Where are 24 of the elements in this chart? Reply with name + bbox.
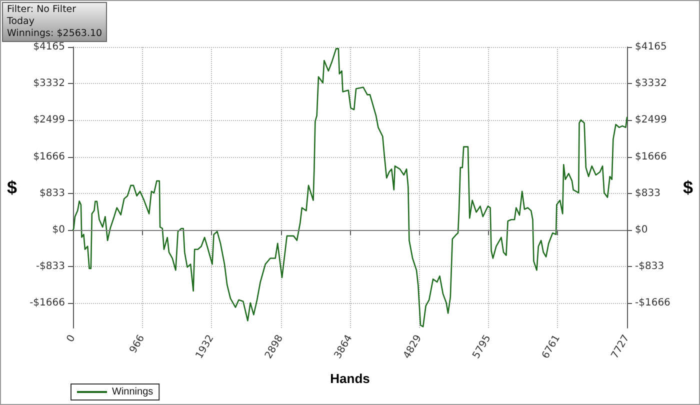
y2-axis-title: $ [683,178,694,198]
x-tick-label: 0 [65,333,78,344]
y-tick-label: $1666 [33,151,65,162]
text: Winnings: $2563.10 [7,28,102,40]
text: Filter: No Filter [7,4,78,16]
y2-tick-label: $0 [635,224,648,236]
y2-tick-label: $4165 [635,42,667,52]
y-axis-title: $ [6,178,17,198]
y-tick-label: $833 [40,188,65,199]
text: Today [7,16,36,28]
y2-tick-label: $1666 [635,151,667,162]
y2-tick-label: -$833 [635,261,664,272]
y-tick-label: $4165 [33,42,65,52]
y-tick-label: -$1666 [30,298,65,309]
y-tick-label: $3332 [33,78,65,90]
y-tick-label: $0 [52,224,65,236]
y2-tick-label: $2499 [635,114,667,126]
y2-tick-label: $3332 [635,78,667,90]
legend-label: Winnings [112,386,154,398]
y-tick-label: $2499 [33,114,65,126]
x-axis-title: Hands [330,371,370,386]
y-tick-label: -$833 [36,261,65,272]
y2-tick-label: -$1666 [635,298,670,309]
y2-tick-label: $833 [635,188,660,199]
